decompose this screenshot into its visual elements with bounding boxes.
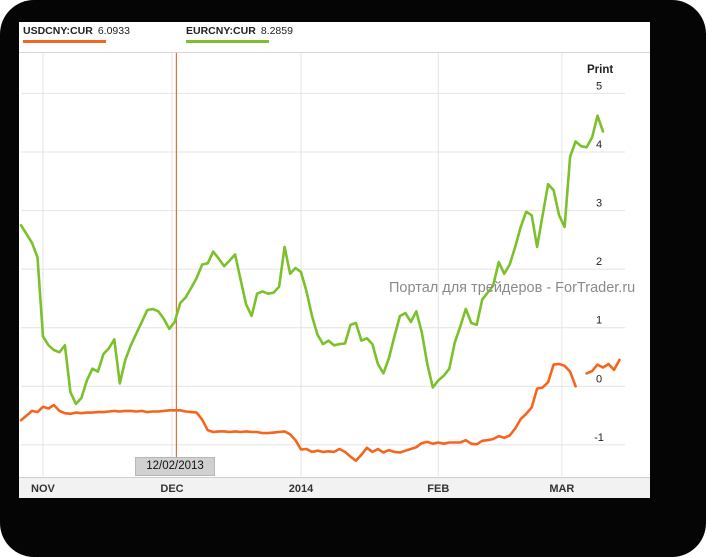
series-line-usdcny [585, 358, 621, 375]
print-button[interactable]: Print [587, 64, 614, 76]
legend-swatch-usdcny [23, 40, 106, 43]
x-tick-label: FEB [427, 483, 449, 495]
legend-item-usdcny[interactable]: USDCNY:CUR 6.0933 [23, 25, 130, 37]
watermark-text: Портал для трейдеров - ForTrader.ru [389, 280, 636, 296]
x-axis-strip [19, 477, 650, 498]
legend-series-value: 6.0933 [97, 25, 130, 37]
y-tick-label: 0 [596, 373, 602, 385]
y-tick-label: 2 [596, 256, 602, 268]
y-tick-label: 1 [596, 315, 602, 327]
legend-series-value: 8.2859 [260, 25, 293, 37]
y-tick-label: -1 [594, 432, 604, 444]
chart-panel: USDCNY:CUR 6.0933 EURCNY:CUR 8.2859 -1 0 1 2 3… [19, 22, 650, 498]
x-tick-label: NOV [31, 483, 56, 495]
x-tick-label: MAR [549, 483, 574, 495]
y-tick-label: 3 [596, 198, 602, 210]
series-line-eurcny [19, 114, 605, 406]
chart-legend: USDCNY:CUR 6.0933 EURCNY:CUR 8.2859 [19, 22, 650, 53]
legend-swatch-eurcny [186, 40, 269, 43]
chart-plot: -1 0 1 2 3 4 5 NOV DEC 2014 FEB MAR [19, 53, 625, 495]
y-tick-label: 5 [596, 80, 602, 92]
x-tick-label: 2014 [289, 483, 314, 495]
legend-item-eurcny[interactable]: EURCNY:CUR 8.2859 [186, 25, 293, 37]
x-tick-label: DEC [160, 483, 183, 495]
legend-series-name: USDCNY:CUR [23, 25, 93, 37]
legend-series-name: EURCNY:CUR [186, 25, 256, 37]
y-tick-label: 4 [596, 139, 602, 151]
cursor-date-label: 12/02/2013 [135, 457, 215, 476]
series-line-usdcny [19, 362, 577, 463]
